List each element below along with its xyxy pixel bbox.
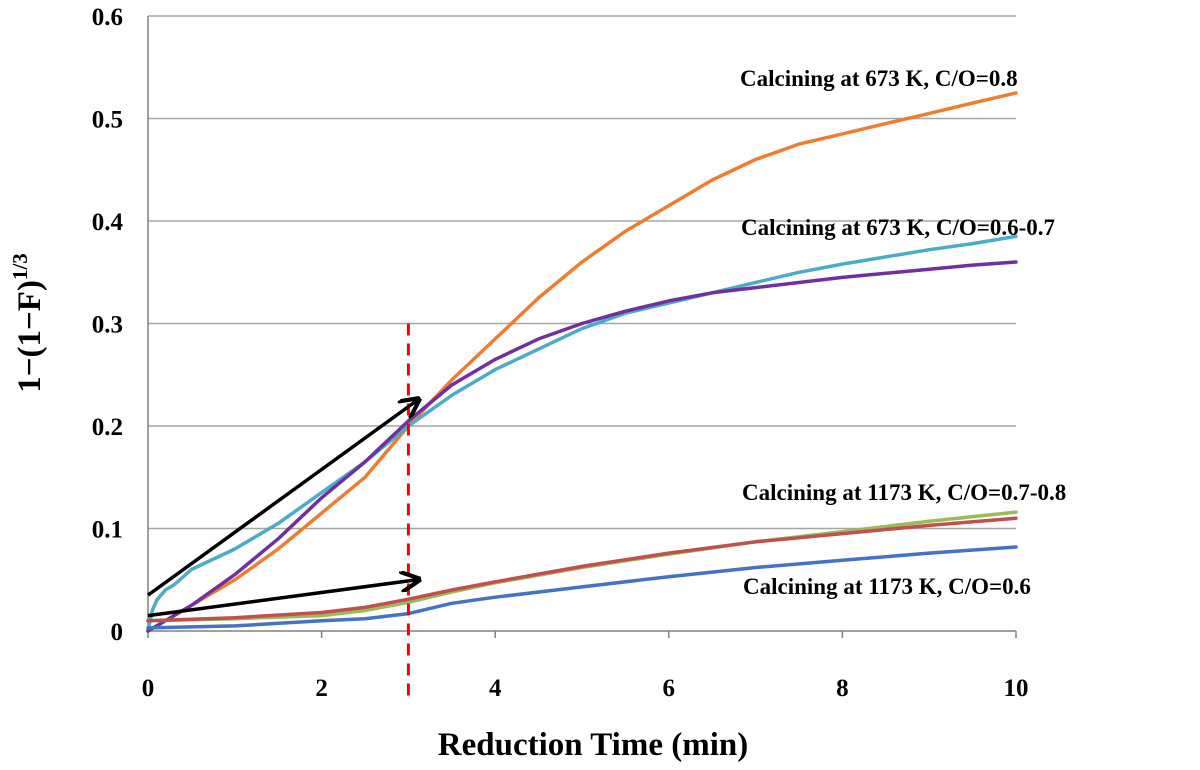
- y-tick-label: 0.5: [92, 107, 123, 134]
- series-line-5: [146, 516, 1018, 623]
- x-tick-label: 6: [663, 675, 676, 702]
- y-tick-label: 0.3: [92, 312, 123, 339]
- annotation-1173k-co-0-6: Calcining at 1173 K, C/O=0.6: [743, 574, 1031, 599]
- annotation-673k-co-0-8: Calcining at 673 K, C/O=0.8: [740, 66, 1018, 91]
- series-line-1: [146, 91, 1018, 633]
- x-tick-label: 10: [1004, 675, 1029, 702]
- tick-labels: 0 0.1 0.2 0.3 0.4 0.5 0.6 0 2 4 6 8 10: [92, 4, 1029, 702]
- y-axis-title-sup: 1/3: [8, 253, 32, 280]
- x-axis-title: Reduction Time (min): [438, 727, 748, 763]
- y-tick-label: 0.2: [92, 414, 123, 441]
- x-tick-label: 2: [315, 675, 328, 702]
- series-lines: [146, 91, 1018, 633]
- y-tick-label: 0: [111, 619, 124, 646]
- y-tick-label: 0.4: [92, 209, 124, 236]
- y-tick-label: 0.1: [92, 517, 123, 544]
- gridlines: [147, 15, 1017, 638]
- arrow-1: [146, 400, 417, 597]
- series-line-3: [146, 260, 1018, 633]
- y-axis-title-main: 1−(1−F): [12, 280, 48, 393]
- series-line-6: [146, 545, 1018, 630]
- arrow-2: [147, 580, 417, 618]
- annotation-673k-co-0-6-0-7: Calcining at 673 K, C/O=0.6-0.7: [741, 215, 1055, 240]
- svg-text:1−(1−F)1/3: 1−(1−F)1/3: [8, 253, 48, 393]
- x-tick-label: 4: [489, 675, 502, 702]
- y-tick-label: 0.6: [92, 4, 123, 31]
- x-tick-label: 0: [142, 675, 155, 702]
- overlay-marks: [146, 323, 417, 696]
- annotation-1173k-co-0-7-0-8: Calcining at 1173 K, C/O=0.7-0.8: [742, 480, 1066, 505]
- x-tick-label: 8: [836, 675, 849, 702]
- y-axis-title: 1−(1−F)1/3: [8, 253, 48, 393]
- series-line-2: [146, 234, 1018, 633]
